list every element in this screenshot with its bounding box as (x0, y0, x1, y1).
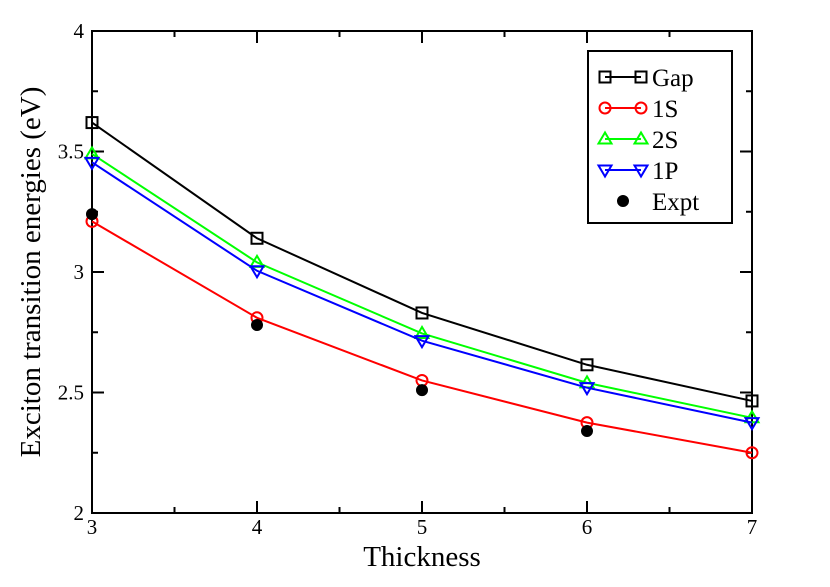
series-expt (86, 208, 593, 438)
y-axis-title: Exciton transition energies (eV) (15, 87, 47, 458)
y-tick-label: 3.5 (58, 140, 84, 164)
legend-entry-1s: 1S (598, 96, 678, 123)
data-point-1s (745, 446, 759, 460)
y-tick-label: 4 (74, 19, 85, 43)
legend-label-gap: Gap (652, 65, 694, 92)
legend-label-1s: 1S (652, 96, 678, 123)
data-point-expt (86, 208, 98, 221)
data-point-1p (578, 382, 596, 397)
y-tick-label: 3 (74, 260, 85, 284)
data-series (83, 116, 761, 460)
legend-entry-1p: 1P (596, 158, 678, 185)
series-line-1s (91, 220, 753, 454)
data-point-gap (580, 358, 594, 372)
legend-marker-2s (596, 130, 614, 145)
legend-marker-1s (598, 101, 612, 115)
legend-marker-gap (598, 70, 612, 84)
data-point-expt (416, 384, 428, 397)
legend-label-2s: 2S (652, 127, 678, 154)
x-tick-label: 7 (747, 515, 758, 539)
series-1p (83, 156, 761, 432)
legend-box (587, 50, 733, 224)
data-point-gap (745, 394, 759, 408)
data-point-gap (85, 116, 99, 130)
data-point-1p (248, 265, 266, 280)
x-tick-label: 4 (252, 515, 263, 539)
axis-tick-labels: 3 4 5 6 7 2 2.5 3 3.5 4 (58, 19, 758, 539)
legend-entry-expt: Expt (617, 189, 699, 216)
x-tick-label: 6 (582, 515, 593, 539)
legend-marker-2s (632, 130, 650, 145)
legend: Gap 1S 2S 1P Expt (587, 50, 733, 224)
series-line-gap (91, 121, 753, 402)
y-tick-label: 2 (74, 501, 85, 525)
legend-label-expt: Expt (652, 189, 699, 216)
data-point-1p (83, 156, 101, 171)
series-line-2s (91, 153, 753, 419)
series-gap (85, 116, 759, 408)
x-axis-title: Thickness (363, 541, 481, 573)
legend-marker-1s (634, 101, 648, 115)
data-point-expt (581, 425, 593, 438)
data-point-expt (251, 319, 263, 332)
legend-marker-expt (617, 195, 629, 207)
legend-marker-gap (634, 70, 648, 84)
legend-label-1p: 1P (652, 158, 678, 185)
legend-marker-1p (596, 164, 614, 179)
data-point-gap (415, 306, 429, 320)
data-point-1p (743, 417, 761, 432)
y-tick-label: 2.5 (58, 381, 84, 405)
legend-marker-1p (632, 164, 650, 179)
data-point-1p (413, 335, 431, 350)
legend-entry-gap: Gap (598, 65, 694, 92)
data-point-gap (250, 231, 264, 245)
x-tick-label: 5 (417, 515, 428, 539)
data-point-2s (413, 324, 431, 339)
x-tick-label: 3 (87, 515, 98, 539)
legend-entry-2s: 2S (596, 127, 678, 154)
series-line-1p (91, 161, 753, 424)
